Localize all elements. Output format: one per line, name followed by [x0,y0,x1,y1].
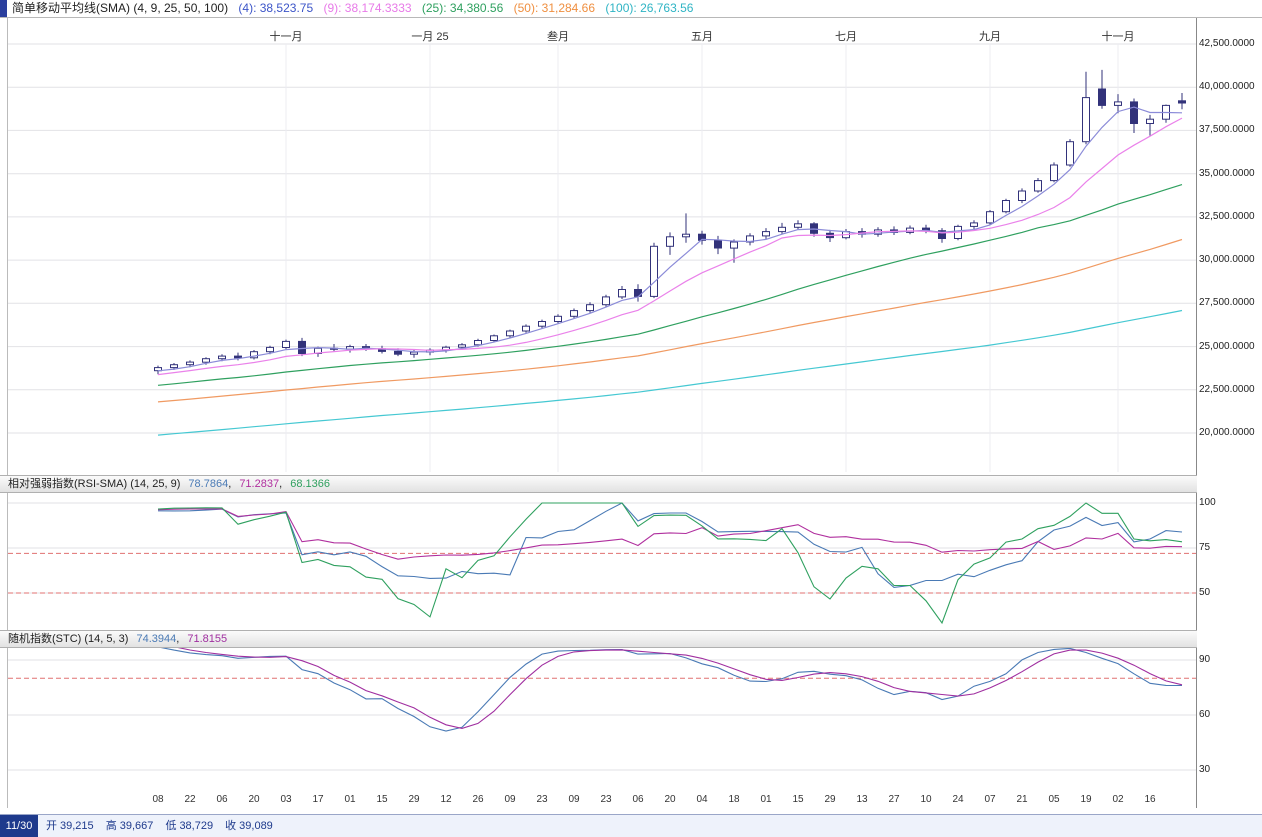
rsi-panel-header: 相对强弱指数(RSI-SMA) (14, 25, 9) 78.7864, 71.… [0,475,1197,493]
month-marks: 十一月 一月 25 叁月 五月 七月 九月 十一月 [270,29,1135,472]
month-label: 叁月 [547,29,569,43]
rsi-line-9 [158,503,1182,623]
stc-value-d: 71.8155 [187,633,227,645]
rsi-value-25: 71.2837 [239,478,279,490]
high-readout: 高39,667 [106,820,154,832]
plot-borders [8,18,1197,808]
rsi-line-25 [158,509,1182,559]
month-label: 九月 [979,30,1001,43]
selected-date-chip: 11/30 [0,815,38,837]
stc-grid [8,660,1196,770]
rsi-title: 相对强弱指数(RSI-SMA) (14, 25, 9) [8,478,180,490]
sma-indicator-title: 简单移动平均线(SMA) (4, 9, 25, 50, 100) [12,1,228,15]
rsi-lines [158,503,1182,623]
close-readout: 收39,089 [225,820,273,832]
sma-value-100: (100): 26,763.56 [605,1,693,15]
month-label: 十一月 [1102,29,1135,43]
low-readout: 低38,729 [165,820,213,832]
sma-line-50 [158,240,1182,402]
separator: , [279,478,285,490]
sma-value-9: (9): 38,174.3333 [323,1,411,15]
rsi-value-9: 68.1366 [290,478,330,490]
stc-panel-header: 随机指数(STC) (14, 5, 3) 74.3944, 71.8155 [0,630,1197,648]
ohlc-readout: 开39,215 高39,667 低38,729 收39,089 [46,815,282,837]
month-label: 十一月 [270,29,303,43]
status-bar: 11/30 开39,215 高39,667 低38,729 收39,089 [0,814,1262,837]
sma-line-100 [158,311,1182,436]
chart-application: 十一月 一月 25 叁月 五月 七月 九月 十一月 简单移动平均线(SMA) (4, 9, … [0,0,1262,837]
stc-lines [158,644,1182,731]
stc-value-k: 74.3944 [136,633,176,645]
sma-value-50: (50): 31,284.66 [514,1,595,15]
month-label: 一月 25 [411,31,448,43]
separator: , [176,633,182,645]
month-label: 七月 [835,30,857,43]
rsi-value-14: 78.7864 [188,478,228,490]
separator: , [228,478,234,490]
sma-value-25: (25): 34,380.56 [422,1,503,15]
stc-title: 随机指数(STC) (14, 5, 3) [8,633,128,645]
sma-legend-bar: 简单移动平均线(SMA) (4, 9, 25, 50, 100) (4): 38… [0,0,1262,18]
month-label: 五月 [691,31,713,43]
sma-line-25 [158,185,1182,386]
chart-canvas[interactable]: 十一月 一月 25 叁月 五月 七月 九月 十一月 [0,0,1262,837]
sma-value-4: (4): 38,523.75 [238,1,313,15]
window-accent [0,0,7,17]
sma-overlays [158,107,1182,435]
main-gridlines [8,44,1196,433]
open-readout: 开39,215 [46,820,94,832]
candlestick-series [155,70,1186,374]
